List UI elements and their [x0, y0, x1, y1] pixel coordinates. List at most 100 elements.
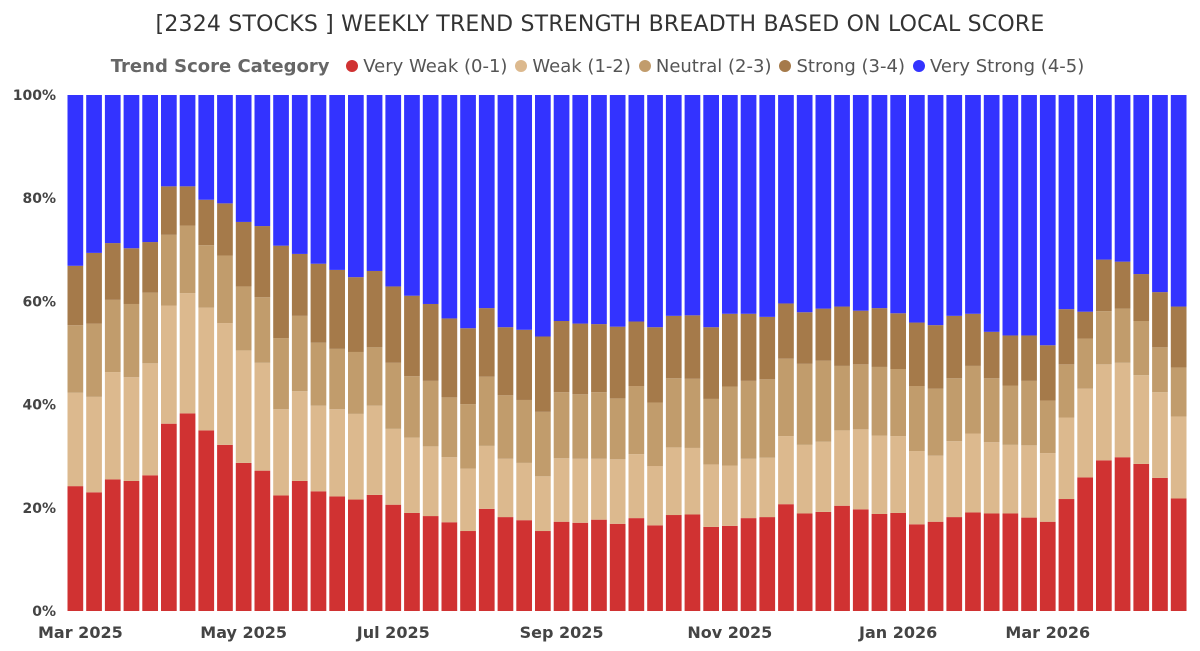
bar-segment[interactable]: [740, 313, 757, 381]
bar-segment[interactable]: [778, 504, 794, 611]
bar-segment[interactable]: [460, 468, 476, 532]
bar-segment[interactable]: [254, 226, 271, 298]
bar-segment[interactable]: [628, 321, 645, 387]
bar-segment[interactable]: [67, 325, 84, 393]
bar-segment[interactable]: [497, 95, 514, 328]
bar-segment[interactable]: [404, 295, 420, 377]
bar-segment[interactable]: [909, 322, 925, 387]
bar-segment[interactable]: [273, 95, 289, 246]
bar-segment[interactable]: [1058, 499, 1075, 611]
bar-segment[interactable]: [179, 95, 196, 187]
bar-segment[interactable]: [86, 95, 102, 253]
bar-segment[interactable]: [254, 362, 271, 471]
legend-item[interactable]: Neutral (2-3): [638, 56, 771, 77]
bar-segment[interactable]: [254, 95, 271, 227]
bar-segment[interactable]: [909, 451, 925, 525]
bar-segment[interactable]: [366, 494, 383, 611]
bar-segment[interactable]: [796, 363, 813, 445]
bar-segment[interactable]: [273, 338, 289, 410]
bar-segment[interactable]: [965, 512, 981, 611]
bar-segment[interactable]: [1152, 95, 1168, 293]
bar-segment[interactable]: [86, 396, 102, 493]
bar-segment[interactable]: [965, 313, 981, 366]
bar-segment[interactable]: [665, 378, 682, 448]
bar-segment[interactable]: [366, 405, 383, 495]
bar-segment[interactable]: [1114, 308, 1131, 363]
bar-segment[interactable]: [965, 95, 981, 314]
bar-segment[interactable]: [684, 447, 701, 515]
bar-segment[interactable]: [946, 517, 963, 611]
bar-segment[interactable]: [815, 360, 832, 442]
bar-segment[interactable]: [535, 95, 551, 337]
bar-segment[interactable]: [927, 521, 944, 611]
bar-segment[interactable]: [1133, 274, 1150, 322]
bar-segment[interactable]: [1170, 498, 1187, 611]
bar-segment[interactable]: [123, 480, 140, 611]
bar-segment[interactable]: [1039, 453, 1056, 522]
bar-segment[interactable]: [291, 315, 308, 392]
bar-segment[interactable]: [684, 95, 701, 316]
bar-segment[interactable]: [965, 365, 981, 434]
bar-segment[interactable]: [665, 315, 682, 379]
bar-segment[interactable]: [441, 95, 458, 319]
bar-segment[interactable]: [198, 307, 215, 431]
bar-segment[interactable]: [852, 95, 869, 311]
bar-segment[interactable]: [852, 509, 869, 611]
bar-segment[interactable]: [310, 491, 327, 611]
bar-segment[interactable]: [217, 444, 233, 611]
bar-segment[interactable]: [553, 521, 570, 611]
legend-item[interactable]: Very Weak (0-1): [346, 56, 507, 77]
bar-segment[interactable]: [235, 95, 252, 222]
bar-segment[interactable]: [123, 377, 140, 481]
legend-item[interactable]: Weak (1-2): [515, 56, 631, 77]
bar-segment[interactable]: [385, 362, 402, 429]
bar-segment[interactable]: [460, 531, 476, 611]
bar-segment[interactable]: [441, 457, 458, 523]
bar-segment[interactable]: [404, 512, 420, 611]
bar-segment[interactable]: [404, 437, 420, 513]
bar-segment[interactable]: [1058, 364, 1075, 418]
bar-segment[interactable]: [572, 95, 589, 324]
bar-segment[interactable]: [572, 522, 589, 611]
bar-segment[interactable]: [104, 479, 121, 611]
bar-segment[interactable]: [553, 458, 570, 522]
bar-segment[interactable]: [104, 299, 121, 373]
bar-segment[interactable]: [497, 395, 514, 459]
bar-segment[interactable]: [1096, 259, 1112, 312]
bar-segment[interactable]: [422, 446, 439, 517]
bar-segment[interactable]: [703, 526, 720, 611]
bar-segment[interactable]: [441, 397, 458, 458]
bar-segment[interactable]: [385, 95, 402, 287]
bar-segment[interactable]: [1077, 388, 1094, 478]
bar-segment[interactable]: [740, 458, 757, 519]
bar-segment[interactable]: [198, 95, 215, 200]
bar-segment[interactable]: [1096, 364, 1112, 461]
bar-segment[interactable]: [273, 245, 289, 339]
bar-segment[interactable]: [179, 225, 196, 294]
bar-segment[interactable]: [329, 95, 346, 270]
bar-segment[interactable]: [1114, 362, 1131, 458]
bar-segment[interactable]: [348, 499, 364, 611]
bar-segment[interactable]: [1170, 95, 1187, 307]
bar-segment[interactable]: [67, 265, 84, 326]
bar-segment[interactable]: [628, 95, 645, 322]
bar-segment[interactable]: [890, 369, 907, 437]
bar-segment[interactable]: [684, 315, 701, 379]
bar-segment[interactable]: [647, 525, 663, 611]
bar-segment[interactable]: [104, 95, 121, 244]
bar-segment[interactable]: [834, 365, 850, 431]
bar-segment[interactable]: [86, 252, 102, 324]
bar-segment[interactable]: [478, 445, 495, 509]
bar-segment[interactable]: [965, 433, 981, 513]
bar-segment[interactable]: [1002, 335, 1019, 386]
bar-segment[interactable]: [703, 327, 720, 399]
bar-segment[interactable]: [759, 457, 776, 518]
bar-segment[interactable]: [722, 525, 738, 611]
bar-segment[interactable]: [161, 95, 177, 187]
bar-segment[interactable]: [1021, 380, 1037, 446]
bar-segment[interactable]: [647, 466, 663, 526]
bar-segment[interactable]: [104, 243, 121, 300]
bar-segment[interactable]: [310, 405, 327, 492]
bar-segment[interactable]: [609, 523, 626, 611]
bar-segment[interactable]: [516, 462, 533, 521]
